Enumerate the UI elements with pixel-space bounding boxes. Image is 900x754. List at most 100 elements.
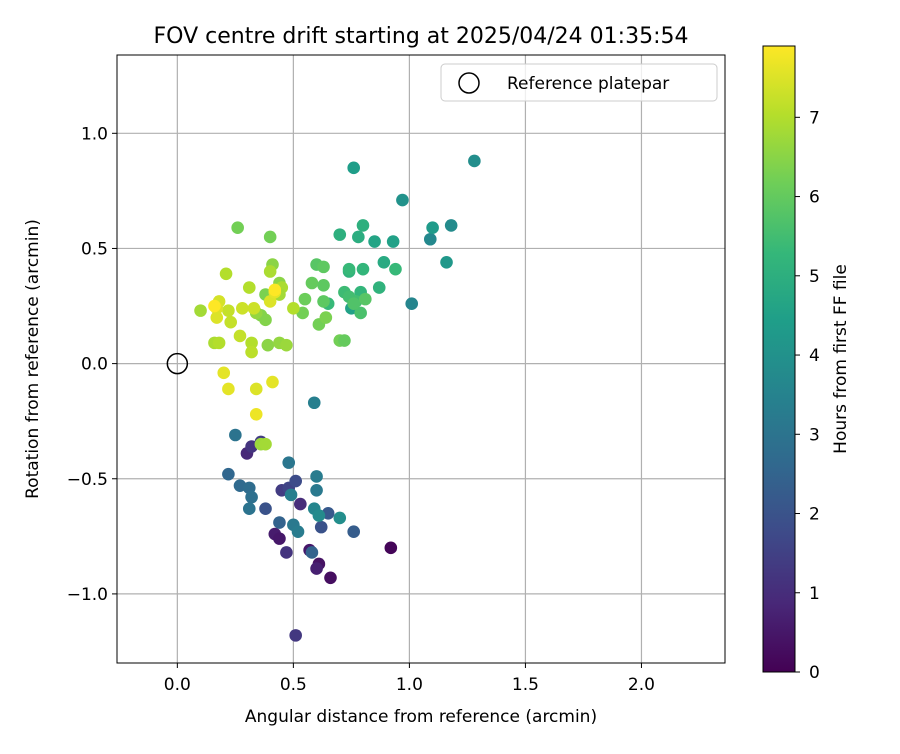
data-point [289, 474, 302, 488]
data-point [384, 541, 398, 555]
data-point [333, 228, 347, 241]
data-point [312, 509, 326, 522]
data-point [468, 154, 481, 168]
data-point [317, 279, 330, 292]
data-point [319, 311, 333, 324]
data-point [294, 497, 307, 511]
colorbar-gradient [762, 45, 796, 673]
data-point [317, 295, 330, 308]
data-point [212, 336, 226, 350]
data-point [426, 221, 439, 235]
data-point [324, 571, 337, 585]
plot-area-frame [116, 54, 726, 664]
colorbar-tick-label: 1 [809, 584, 820, 604]
data-point [219, 267, 233, 281]
data-point [444, 219, 458, 232]
data-point [291, 525, 305, 539]
y-ticks: −1.0 −0.5 0.0 0.5 1.0 [67, 124, 117, 605]
data-point [233, 329, 247, 343]
data-point [352, 230, 365, 244]
colorbar: 0 1 2 3 4 5 6 7 Hours from first FF file [762, 45, 851, 683]
data-point [249, 382, 263, 396]
data-point [298, 292, 312, 306]
legend-entry-label: Reference platepar [507, 74, 669, 94]
legend-reference-marker [458, 72, 480, 94]
data-point [208, 299, 221, 313]
data-point [222, 304, 235, 317]
data-point [273, 516, 286, 529]
x-tick-label: 2.0 [628, 675, 655, 695]
data-point [229, 428, 242, 442]
data-point [338, 334, 351, 347]
data-point [236, 302, 249, 315]
data-point [259, 437, 272, 451]
data-point [372, 281, 386, 294]
data-point [261, 338, 275, 352]
y-tick-label: 1.0 [81, 124, 108, 144]
data-point [280, 338, 293, 352]
data-point [266, 375, 279, 389]
colorbar-tick-label: 3 [809, 425, 820, 445]
data-point [310, 483, 323, 497]
data-point [386, 235, 400, 248]
data-point [333, 511, 347, 525]
x-tick-label: 0.5 [280, 675, 307, 695]
data-point [247, 302, 261, 315]
data-point [305, 546, 319, 559]
y-tick-label: 0.0 [81, 355, 108, 375]
colorbar-tick-label: 6 [809, 188, 820, 208]
data-point [268, 283, 282, 297]
data-point [396, 193, 409, 207]
colorbar-ticks: 0 1 2 3 4 5 6 7 [795, 108, 820, 683]
data-point [377, 255, 391, 269]
reference-platepar-marker [166, 352, 189, 375]
data-point [287, 302, 300, 315]
x-tick-label: 1.5 [512, 675, 539, 695]
data-point [310, 470, 323, 483]
legend: Reference platepar [440, 63, 718, 102]
data-point [296, 306, 309, 320]
data-point [242, 281, 256, 294]
reference-marker-layer [166, 352, 189, 375]
data-point [314, 520, 328, 534]
data-point [347, 525, 361, 539]
data-point [317, 260, 330, 274]
x-tick-label: 1.0 [396, 675, 423, 695]
data-point [440, 255, 453, 269]
colorbar-tick-label: 4 [809, 346, 820, 366]
data-point [368, 235, 381, 248]
x-tick-label: 0.0 [164, 675, 191, 695]
data-point [249, 407, 263, 421]
data-point [354, 306, 367, 320]
data-point [224, 315, 238, 329]
data-point [245, 490, 258, 504]
data-point [263, 230, 277, 244]
y-tick-label: −0.5 [67, 470, 108, 490]
data-point [259, 313, 272, 327]
data-point [356, 219, 370, 232]
data-point [405, 297, 419, 311]
data-point [342, 262, 356, 276]
data-point [222, 467, 235, 481]
data-point [307, 396, 321, 410]
data-point [359, 292, 372, 306]
data-point [423, 232, 437, 246]
colorbar-tick-label: 2 [809, 505, 820, 525]
data-point [282, 456, 296, 469]
data-point [194, 304, 207, 317]
data-point [245, 345, 258, 359]
data-point [284, 488, 298, 502]
data-point [217, 366, 231, 380]
data-point [210, 311, 224, 324]
colorbar-tick-label: 7 [809, 108, 820, 128]
data-point [231, 221, 244, 235]
data-point [222, 382, 235, 396]
data-point [259, 502, 272, 515]
data-point [310, 562, 323, 575]
data-point [289, 629, 302, 642]
grid [117, 55, 725, 663]
data-points [194, 154, 481, 642]
colorbar-label: Hours from first FF file [831, 264, 851, 454]
